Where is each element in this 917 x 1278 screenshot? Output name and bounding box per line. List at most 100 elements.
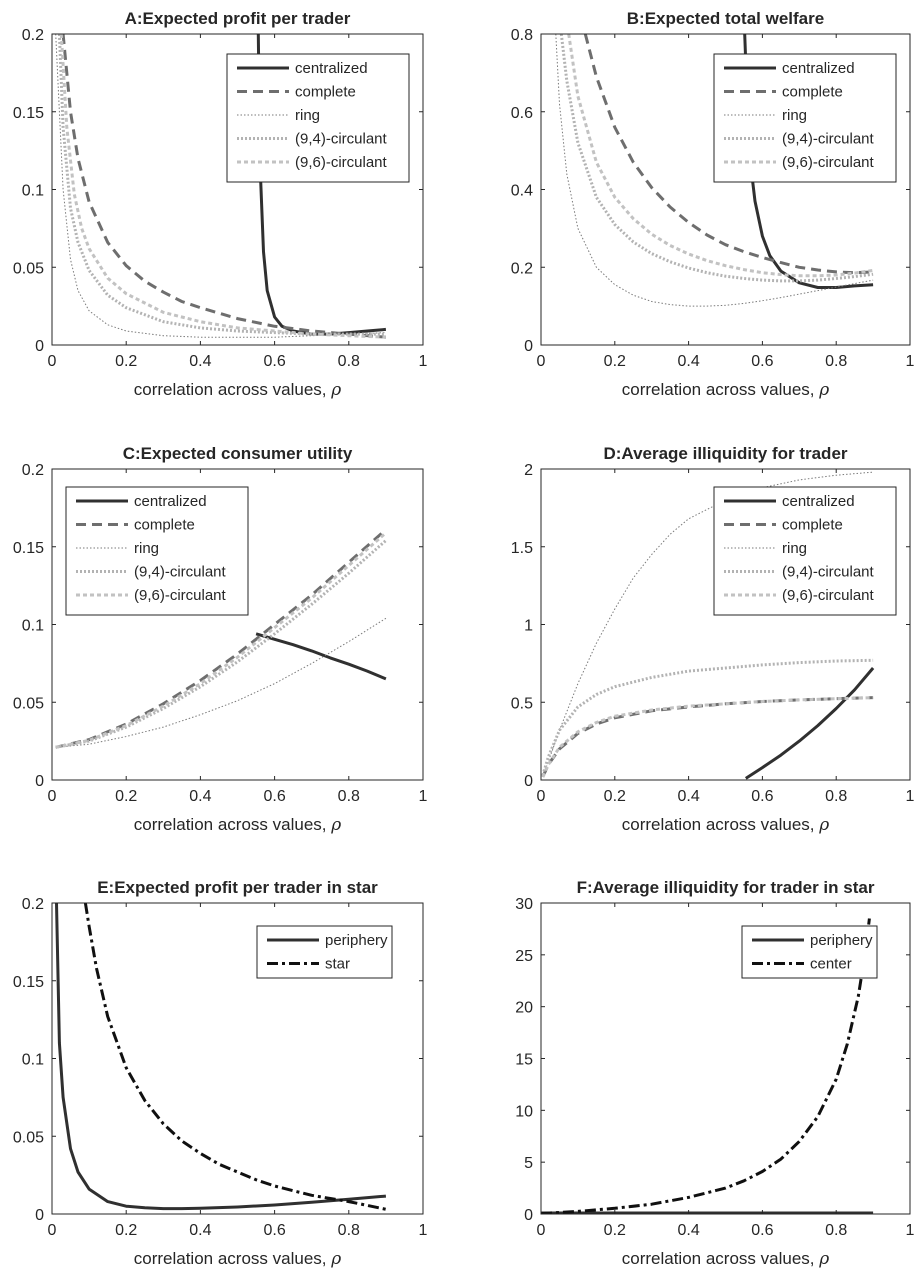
panel-b-xlabel-text: correlation across values, [622, 380, 819, 399]
panel-c: C:Expected consumer utility 0 0.2 0.4 0.6 0.8… [13, 444, 428, 835]
panel-e-ytick-label: 0.1 [22, 1052, 44, 1069]
panel-d-xtick-label: 0.6 [751, 788, 773, 805]
panel-f-xtick-label: 0 [537, 1222, 546, 1239]
panel-d-series-centralized-line [744, 667, 875, 780]
panel-c-ytick-label: 0.15 [13, 540, 44, 557]
panel-b-series-9-6-circulant-line [567, 34, 874, 278]
panel-c-xtick-label: 0.2 [115, 788, 137, 805]
panel-e-legend: periphery star [256, 925, 393, 979]
panel-b-xtick-label: 0.2 [604, 353, 626, 370]
panel-e-series-star-line [83, 903, 387, 1211]
panel-c-xlabel-text: correlation across values, [134, 815, 331, 834]
panel-c-plot-area [55, 528, 387, 749]
panel-d-xtick-label: 0 [537, 788, 546, 805]
panel-c-legend-box [65, 486, 249, 616]
panel-b-title: B:Expected total welfare [627, 9, 824, 28]
panel-c-xtick-label: 0 [48, 788, 57, 805]
panel-d-xlabel: correlation across values, ρ [622, 815, 829, 835]
panel-d-xlabel-symbol: ρ [818, 815, 829, 835]
panel-e-xtick-label: 1 [419, 1222, 428, 1239]
panel-d-xlabel-text: correlation across values, [622, 815, 819, 834]
panel-c-legend-label-complete: complete [134, 517, 195, 534]
panel-b-xtick-label: 0 [537, 353, 546, 370]
panel-a-series-9-6-circulant-line [59, 34, 386, 339]
panel-a-legend-label-centralized: centralized [295, 60, 368, 77]
panel-d-legend-box [713, 486, 897, 616]
panel-e-xtick-label: 0.2 [115, 1222, 137, 1239]
panel-f-ytick-label: 15 [515, 1052, 533, 1069]
panel-a-ytick-label: 0 [35, 338, 44, 355]
panel-f-ytick-label: 10 [515, 1103, 533, 1120]
panel-d-legend-label-9-4-circulant: (9,4)-circulant [782, 564, 875, 581]
panel-a-xlabel: correlation across values, ρ [134, 380, 341, 400]
panel-e: E:Expected profit per trader in star 0 0.2… [13, 878, 428, 1269]
panel-f-ytick-label: 0 [524, 1207, 533, 1224]
panel-f-xlabel-symbol: ρ [818, 1249, 829, 1269]
panel-f-title: F:Average illiquidity for trader in star [577, 878, 875, 897]
panel-f: F:Average illiquidity for trader in star… [515, 878, 914, 1269]
panel-a-legend-label-9-4-circulant: (9,4)-circulant [295, 131, 388, 148]
panel-e-ytick-label: 0.2 [22, 896, 44, 913]
panel-d-legend-label-centralized: centralized [782, 493, 855, 510]
panel-f-legend-box [741, 925, 878, 979]
panel-a-xlabel-text: correlation across values, [134, 380, 331, 399]
panel-c-series-ring-line [55, 617, 387, 748]
panel-d-xtick-label: 1 [906, 788, 915, 805]
panel-c-series-centralized-line [255, 632, 387, 681]
panel-a-series-9-4-circulant-line [57, 34, 386, 336]
panel-a-legend-label-9-6-circulant: (9,6)-circulant [295, 154, 388, 171]
panel-c-xlabel-symbol: ρ [330, 815, 341, 835]
panel-f-xlabel: correlation across values, ρ [622, 1249, 829, 1269]
panel-f-legend-label-periphery: periphery [810, 932, 873, 949]
panel-e-ytick-label: 0.15 [13, 974, 44, 991]
panel-b-ytick-label: 0.6 [511, 105, 533, 122]
panel-d-ytick-label: 1.5 [511, 540, 533, 557]
panel-d-series-ring-line [542, 471, 874, 778]
panel-d-legend-label-complete: complete [782, 517, 843, 534]
panel-b-series-ring-line [555, 34, 874, 307]
panel-c-ytick-label: 0.2 [22, 462, 44, 479]
panel-e-ytick-label: 0 [35, 1207, 44, 1224]
panel-e-xtick-label: 0 [48, 1222, 57, 1239]
panel-a-xtick-label: 0.6 [263, 353, 285, 370]
panel-a-ytick-label: 0.15 [13, 105, 44, 122]
panel-e-plot-area [55, 903, 387, 1211]
panel-e-legend-label-star: star [325, 956, 350, 973]
panel-a-xtick-label: 0.4 [189, 353, 211, 370]
panel-b-legend-label-complete: complete [782, 84, 843, 101]
panel-c-xtick-label: 0.6 [263, 788, 285, 805]
panel-b: B:Expected total welfare 0 0.2 0.4 0.6 0.8 1 0 0… [511, 9, 915, 400]
panel-a-xtick-label: 0.2 [115, 353, 137, 370]
panel-b-xtick-label: 0.6 [751, 353, 773, 370]
panel-a-xlabel-symbol: ρ [330, 380, 341, 400]
panel-f-series-center-line [541, 918, 871, 1214]
panel-d-xtick-label: 0.2 [604, 788, 626, 805]
panel-a-xtick-label: 1 [419, 353, 428, 370]
panel-b-legend-label-centralized: centralized [782, 60, 855, 77]
panel-f-legend-label-center: center [810, 956, 852, 973]
panel-b-series-complete-line [583, 34, 874, 275]
panel-d-ytick-label: 1 [524, 618, 533, 635]
panel-a-xtick-label: 0.8 [338, 353, 360, 370]
panel-c-xtick-label: 0.8 [338, 788, 360, 805]
panel-a-legend-label-complete: complete [295, 84, 356, 101]
panel-f-xtick-label: 1 [906, 1222, 915, 1239]
panel-a-legend-label-ring: ring [295, 107, 320, 124]
panel-d-title: D:Average illiquidity for trader [603, 444, 847, 463]
panel-b-ytick-label: 0.8 [511, 27, 533, 44]
panel-a-ytick-label: 0.2 [22, 27, 44, 44]
panel-c-ytick-label: 0.05 [13, 695, 44, 712]
panel-d-plot-area [541, 471, 875, 780]
panel-f-ytick-label: 30 [515, 896, 533, 913]
panel-d-legend-label-ring: ring [782, 540, 807, 557]
panel-a-legend: centralized complete ring (9,4)-circulant (9… [226, 53, 410, 183]
panel-b-legend: centralized complete ring (9,4)-circulant (9… [713, 53, 897, 183]
panel-c-ytick-label: 0.1 [22, 618, 44, 635]
panel-e-legend-label-periphery: periphery [325, 932, 388, 949]
panel-c-legend-label-9-6-circulant: (9,6)-circulant [134, 587, 227, 604]
panel-f-xtick-label: 0.6 [751, 1222, 773, 1239]
panel-b-legend-box [713, 53, 897, 183]
panel-a-ytick-label: 0.1 [22, 183, 44, 200]
panel-e-xtick-label: 0.8 [338, 1222, 360, 1239]
panel-c-series-9-6-circulant-line [55, 531, 387, 749]
